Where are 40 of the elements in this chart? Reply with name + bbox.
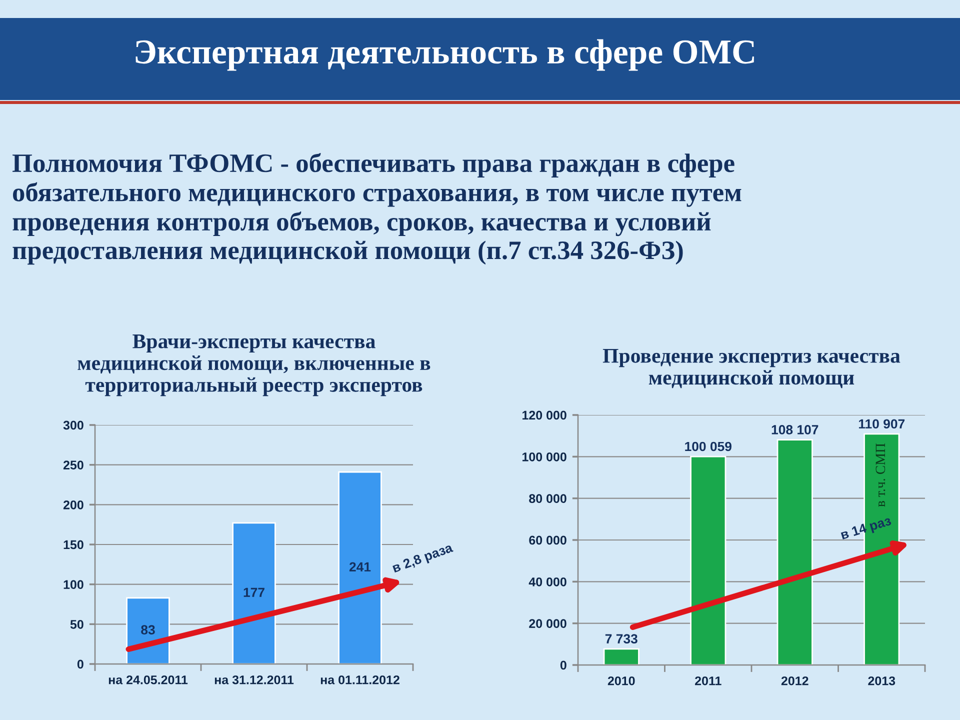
data-label: 108 107 xyxy=(772,425,818,434)
y-tick-label: 0 xyxy=(560,660,566,670)
y-tick-label: 50 xyxy=(70,620,84,629)
x-tick-label: 2012 xyxy=(781,676,808,686)
text: Полномочия ТФОМС - обеспечивать права граждан в сфере обязательного медицинского страхования, в том числе путем проведения контроля объемов, сроков, качества и условий предоставления медицинской помощи (п.7 ст.34 326-ФЗ) xyxy=(12,153,742,265)
annotation: в 2,8 раза xyxy=(392,542,454,576)
x-tick-label: на 01.11.2012 xyxy=(320,675,400,684)
data-label: 83 xyxy=(141,625,155,634)
bar xyxy=(338,471,382,664)
bar xyxy=(603,648,640,665)
x-tick-label: на 31.12.2011 xyxy=(214,675,294,684)
y-tick-label: 0 xyxy=(77,660,84,669)
y-tick-label: 100 000 xyxy=(522,452,566,462)
chart-title: Врачи-эксперты качества медицинской помощи, включенные в территориальный реестр экспертов xyxy=(78,334,430,396)
y-tick-label: 200 xyxy=(63,500,84,510)
x-tick-label: 2010 xyxy=(608,676,635,686)
annotation: в 14 раз xyxy=(840,516,892,542)
y-tick-label: 40 000 xyxy=(528,577,566,586)
y-tick-label: 250 xyxy=(63,460,84,470)
data-label: 7 733 xyxy=(605,634,638,644)
y-tick-label: 60 000 xyxy=(529,536,566,545)
y-tick-label: 100 xyxy=(64,580,84,589)
y-tick-label: 20 000 xyxy=(529,619,566,628)
data-label: 177 xyxy=(244,588,264,597)
bar xyxy=(232,522,276,664)
x-tick-label: 2011 xyxy=(695,676,722,686)
annotation: в т.ч. СМП xyxy=(876,443,886,507)
x-tick-label: 2013 xyxy=(868,676,896,686)
chart-title: Проведение экспертиз качества медицинской помощи xyxy=(602,349,900,388)
data-label: 241 xyxy=(349,562,371,572)
x-tick-label: на 24.05.2011 xyxy=(108,675,188,684)
data-label: 100 059 xyxy=(685,442,732,452)
y-tick-label: 80 000 xyxy=(529,494,566,503)
text: Экспертная деятельность в сфере ОМС xyxy=(136,39,754,71)
bar xyxy=(776,439,813,665)
y-tick-label: 300 xyxy=(63,420,84,430)
bar xyxy=(690,456,726,665)
data-label: 110 907 xyxy=(858,419,905,429)
y-tick-label: 120 000 xyxy=(522,410,566,420)
y-tick-label: 150 xyxy=(64,540,84,550)
